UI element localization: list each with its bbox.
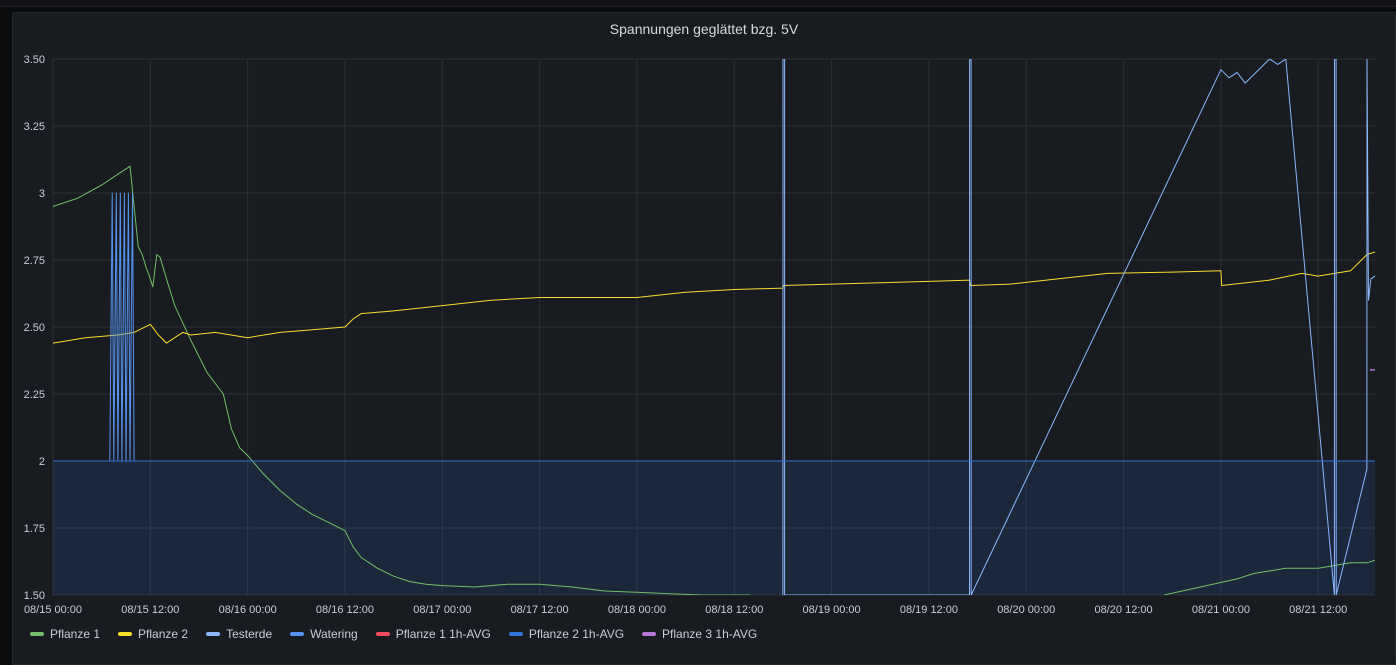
- legend-item-pflanze-2-1h-avg[interactable]: Pflanze 2 1h-AVG: [508, 627, 625, 641]
- y-tick-label: 3: [39, 188, 45, 200]
- chart-svg: 3.50 3.25 3 2.75 2.50 2.25 2 1.75 1.50 08/15 00:0…: [24, 54, 1375, 616]
- x-tick-label: 08/16 12:00: [316, 604, 374, 616]
- x-tick-label: 08/15 12:00: [121, 604, 179, 616]
- y-tick-label: 3.25: [24, 121, 45, 133]
- legend-item-pflanze-1[interactable]: Pflanze 1: [30, 627, 100, 641]
- legend-label: Pflanze 1 1h-AVG: [395, 627, 491, 641]
- y-tick-label: 3.50: [24, 54, 45, 66]
- legend-item-pflanze-3-1h-avg[interactable]: Pflanze 3 1h-AVG: [642, 627, 757, 641]
- legend-item-watering[interactable]: Watering: [290, 627, 358, 641]
- legend-swatch: [508, 632, 523, 636]
- series-line-pflanze-2: [53, 251, 1375, 344]
- y-tick-label: 2: [39, 456, 45, 468]
- legend-label: Pflanze 1: [50, 627, 101, 641]
- series-line-testerde: [782, 59, 1375, 595]
- legend-label: Pflanze 2: [138, 627, 189, 641]
- legend-item-pflanze-1-1h-avg[interactable]: Pflanze 1 1h-AVG: [375, 627, 491, 641]
- x-tick-label: 08/16 00:00: [219, 604, 277, 616]
- x-tick-label: 08/15 00:00: [24, 604, 82, 616]
- x-tick-label: 08/20 00:00: [997, 604, 1055, 616]
- legend: Pflanze 1 Pflanze 2 Testerde Watering Pflanz…: [30, 626, 775, 642]
- x-tick-label: 08/20 12:00: [1095, 604, 1153, 616]
- x-tick-label: 08/18 00:00: [608, 604, 666, 616]
- legend-swatch: [118, 632, 133, 636]
- legend-swatch: [30, 632, 44, 636]
- x-tick-label: 08/21 00:00: [1192, 604, 1250, 616]
- legend-swatch: [290, 632, 305, 636]
- legend-swatch: [206, 632, 221, 636]
- legend-label: Testerde: [226, 627, 273, 641]
- x-tick-label: 08/18 12:00: [705, 604, 763, 616]
- legend-label: Watering: [310, 627, 358, 641]
- top-strip: [0, 0, 1396, 7]
- graph-panel: Spannungen geglättet bzg. 5V: [12, 12, 1396, 665]
- legend-item-testerde[interactable]: Testerde: [206, 627, 272, 641]
- y-tick-label: 2.25: [24, 389, 45, 401]
- legend-swatch: [642, 632, 657, 636]
- y-tick-label: 2.75: [24, 255, 45, 267]
- legend-label: Pflanze 2 1h-AVG: [528, 627, 625, 641]
- series-fill: [53, 461, 1375, 595]
- y-tick-label: 1.50: [24, 590, 45, 602]
- legend-label: Pflanze 3 1h-AVG: [662, 627, 758, 641]
- x-tick-label: 08/21 12:00: [1289, 604, 1347, 616]
- y-tick-label: 2.50: [24, 322, 45, 334]
- x-tick-label: 08/19 00:00: [803, 604, 861, 616]
- legend-swatch: [375, 632, 390, 636]
- y-tick-label: 1.75: [24, 523, 45, 535]
- x-tick-label: 08/17 12:00: [511, 604, 569, 616]
- series-line-pflanze-1: [53, 165, 751, 595]
- legend-item-pflanze-2[interactable]: Pflanze 2: [118, 627, 188, 641]
- x-tick-label: 08/19 12:00: [900, 604, 958, 616]
- x-tick-label: 08/17 00:00: [413, 604, 471, 616]
- panel-title[interactable]: Spannungen geglättet bzg. 5V: [609, 21, 799, 37]
- series-line-pflanze-1-recovery-: [1163, 559, 1375, 595]
